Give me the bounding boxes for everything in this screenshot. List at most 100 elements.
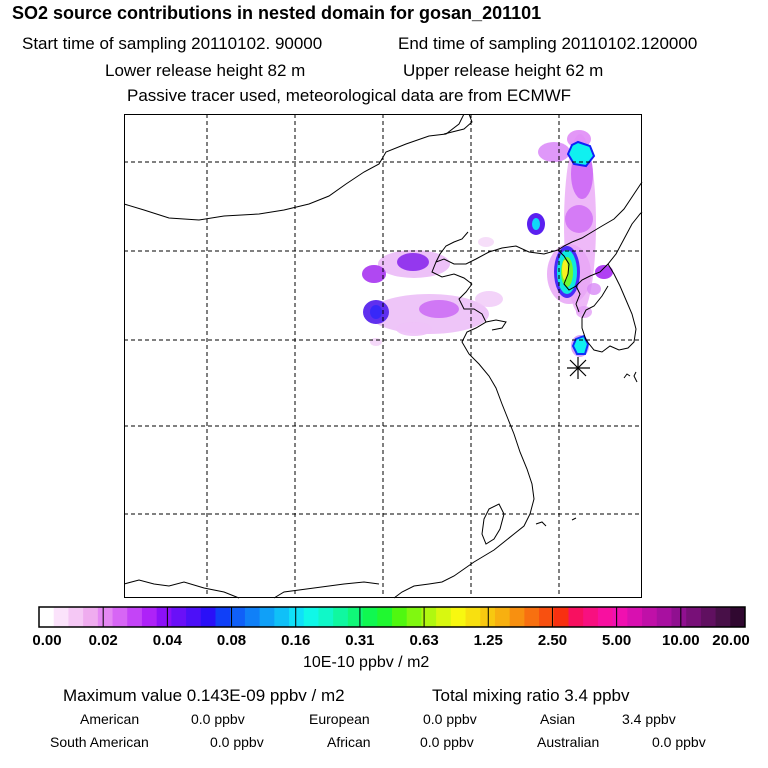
region-value: 0.0 ppbv [210, 734, 264, 750]
colorbar-swatch [494, 607, 511, 627]
hotspot-north [566, 140, 596, 168]
island-3 [535, 521, 547, 527]
colorbar-swatch [347, 607, 364, 627]
plume-main-yellow [562, 260, 568, 280]
korea-north-border [557, 181, 643, 251]
colorbar-swatch [568, 607, 584, 627]
receptor-gosan-marker [567, 357, 590, 379]
colorbar-swatch [539, 607, 555, 627]
colorbar-swatch [671, 607, 687, 627]
plume-ne-west [538, 142, 570, 162]
bohai-coast [431, 245, 559, 285]
region-value: 0.0 ppbv [652, 734, 706, 750]
colorbar-tick-label: 10.00 [662, 632, 700, 649]
colorbar-swatch [406, 607, 422, 627]
map-panel [124, 114, 643, 599]
colorbar-tick-label: 0.08 [216, 632, 247, 649]
marker-d2 [569, 359, 587, 377]
colorbar-swatch [141, 607, 158, 627]
colorbar-swatch [289, 607, 305, 627]
colorbar-tick-label: 0.16 [281, 632, 311, 649]
colorbar-frame [38, 606, 746, 628]
south-china-border [124, 579, 240, 599]
upper-release-height: Upper release height 62 m [403, 61, 604, 80]
colorbar-tick-label: 5.00 [602, 632, 632, 649]
colorbar-swatch [318, 607, 334, 627]
colorbar-swatch [377, 607, 393, 627]
plume-east [595, 265, 613, 279]
plume-west-4 [419, 300, 459, 318]
colorbar-units: 10E-10 ppbv / m2 [303, 654, 430, 671]
korea-west-coast [557, 211, 643, 291]
liaodong [435, 231, 469, 263]
colorbar-swatch [436, 607, 452, 627]
coastlines-borders [124, 114, 643, 599]
plot-title: SO2 source contributions in nested domai… [12, 3, 542, 23]
region-value: 0.0 ppbv [191, 711, 245, 727]
region-value: 0.0 ppbv [420, 734, 474, 750]
region-label: South American [50, 734, 149, 750]
colorbar-swatch [715, 607, 731, 627]
colorbar-swatch [509, 607, 525, 627]
colorbar-tick-label: 0.31 [345, 632, 375, 649]
colorbar-swatch [53, 607, 69, 627]
tracer-note: Passive tracer used, meteorological data… [127, 86, 572, 105]
plume-west-6 [475, 291, 503, 307]
plume-west-8 [370, 338, 382, 346]
colorbar-swatch [303, 607, 319, 627]
colorbar-swatch [333, 607, 349, 627]
colorbar-tick-label: 2.50 [537, 632, 568, 649]
plume-east-2 [587, 283, 601, 295]
colorbar-swatch [156, 607, 172, 627]
island-4 [571, 517, 577, 521]
map-frame [124, 114, 642, 598]
colorbar-swatch [553, 607, 569, 627]
colorbar-swatch [730, 607, 746, 627]
korea-inner [575, 285, 581, 313]
colorbar-swatch [392, 607, 408, 627]
colorbar-swatch [186, 607, 202, 627]
colorbar-tick-label: 1.25 [473, 632, 503, 649]
shandong [485, 319, 507, 331]
colorbar-swatch [112, 607, 128, 627]
colorbar-swatch [171, 607, 187, 627]
total-mixing-ratio: Total mixing ratio 3.4 ppbv [432, 686, 630, 705]
colorbar-swatch [627, 607, 643, 627]
colorbar-swatch [39, 607, 55, 627]
mongolia-border [124, 114, 465, 221]
plume-west-2 [362, 265, 386, 283]
colorbar-swatch [127, 607, 143, 627]
colorbar-swatch [200, 607, 216, 627]
concentration-plumes [362, 130, 613, 357]
island-2 [623, 373, 631, 379]
southeast-border [273, 581, 380, 599]
colorbar-swatch [686, 607, 702, 627]
colorbar-swatch [656, 607, 672, 627]
colorbar-swatch [362, 607, 378, 627]
colorbar-swatch [97, 607, 114, 627]
colorbar-swatch [230, 607, 246, 627]
colorbar-swatch [597, 607, 614, 627]
colorbar-swatch [612, 607, 628, 627]
colorbar-tick-label: 20.00 [712, 632, 750, 649]
colorbar-swatch [450, 607, 467, 627]
region-label: African [327, 734, 371, 750]
region-label: European [309, 711, 370, 727]
maximum-value: Maximum value 0.143E-09 ppbv / m2 [63, 686, 345, 705]
plume-small-cyan [532, 218, 540, 230]
colorbar-swatch [700, 607, 717, 627]
colorbar-tick-label: 0.04 [152, 632, 182, 649]
north-border [443, 114, 473, 135]
region-label: American [80, 711, 140, 727]
colorbar-tick-label: 0.02 [88, 632, 118, 649]
island-1 [633, 371, 638, 383]
colorbar-swatch [274, 607, 290, 627]
colorbar-swatch [83, 607, 99, 627]
colorbar-swatch [259, 607, 275, 627]
colorbar-swatch [421, 607, 437, 627]
colorbar-swatch [524, 607, 540, 627]
plume-west-5 [396, 322, 432, 336]
region-value: 3.4 ppbv [622, 711, 676, 727]
colorbar-swatch [642, 607, 658, 627]
colorbar-tick-label: 0.00 [32, 632, 62, 649]
